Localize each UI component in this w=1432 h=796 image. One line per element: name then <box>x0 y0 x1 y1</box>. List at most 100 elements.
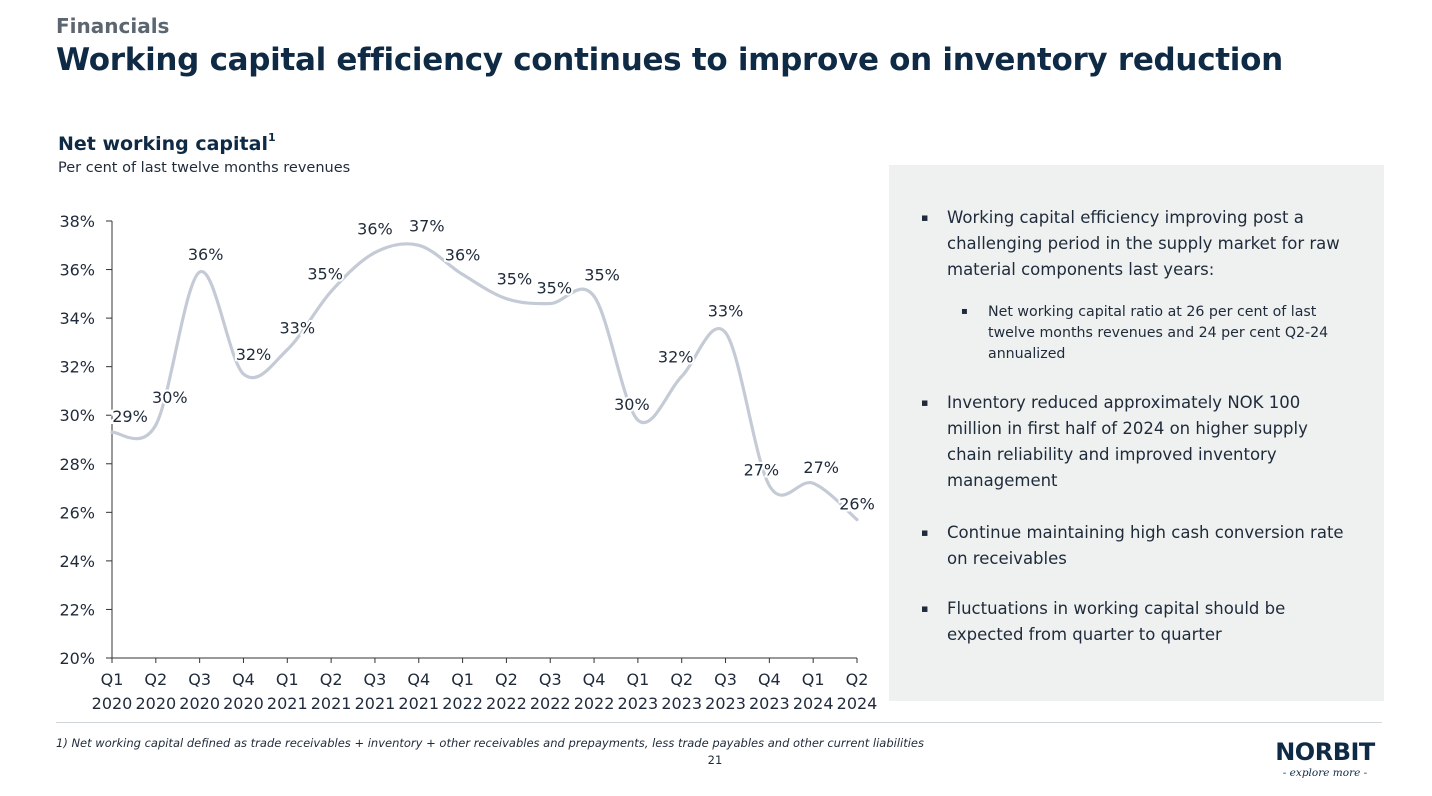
data-point <box>811 481 815 485</box>
bullet-marker-icon: ▪ <box>921 526 929 539</box>
x-tick-label-year: 2022 <box>530 694 571 713</box>
page-title: Working capital efficiency continues to … <box>56 42 1283 78</box>
x-tick-label-quarter: Q1 <box>101 670 124 689</box>
data-point <box>329 289 333 293</box>
bullet-marker-icon: ▪ <box>921 211 929 224</box>
logo-wordmark: NORBIT <box>1275 738 1375 766</box>
footnote-marker: 1 <box>267 131 276 144</box>
data-point <box>373 251 377 255</box>
data-point <box>636 418 640 422</box>
bullet-marker-icon: ▪ <box>921 602 929 615</box>
x-tick-label-year: 2021 <box>267 694 308 713</box>
data-label: 33% <box>280 319 316 338</box>
data-label: 27% <box>803 458 839 477</box>
data-label: 35% <box>497 270 533 289</box>
x-tick-label-quarter: Q3 <box>188 670 211 689</box>
x-tick-label-quarter: Q1 <box>802 670 825 689</box>
y-tick-label: 22% <box>59 600 95 619</box>
data-label: 32% <box>658 347 694 366</box>
y-tick-label: 28% <box>59 455 95 474</box>
data-point <box>680 374 684 378</box>
y-tick-label: 32% <box>59 358 95 377</box>
page-number: 21 <box>707 753 723 767</box>
data-label: 30% <box>152 388 188 407</box>
x-tick-label-quarter: Q2 <box>495 670 518 689</box>
x-tick-label-year: 2023 <box>618 694 659 713</box>
y-tick-label: 36% <box>59 261 95 280</box>
data-label: 36% <box>445 245 481 264</box>
y-tick-label: 20% <box>59 649 95 668</box>
sub-bullet-item: ▪ Net working capital ratio at 26 per ce… <box>961 302 1338 365</box>
x-tick-label-quarter: Q1 <box>276 670 299 689</box>
bullet-text: Continue maintaining high cash conversio… <box>947 523 1344 568</box>
x-tick-label-quarter: Q2 <box>846 670 869 689</box>
x-tick-label-quarter: Q4 <box>407 670 430 689</box>
y-tick-label: 30% <box>59 406 95 425</box>
data-label: 32% <box>236 345 272 364</box>
bullet-text: Working capital efficiency improving pos… <box>947 208 1340 279</box>
bullet-item: ▪ Fluctuations in working capital should… <box>921 596 1347 648</box>
data-label: 37% <box>409 216 445 235</box>
x-tick-label-quarter: Q2 <box>144 670 167 689</box>
bullet-item: ▪ Inventory reduced approximately NOK 10… <box>921 390 1347 494</box>
data-point <box>110 430 114 434</box>
x-tick-label-quarter: Q1 <box>451 670 474 689</box>
x-tick-label-quarter: Q3 <box>364 670 387 689</box>
x-tick-label-quarter: Q4 <box>758 670 781 689</box>
x-tick-label-year: 2020 <box>92 694 133 713</box>
data-point <box>767 484 771 488</box>
x-tick-label-year: 2021 <box>398 694 439 713</box>
x-tick-label-year: 2023 <box>661 694 702 713</box>
data-point <box>548 302 552 306</box>
data-label: 36% <box>188 245 224 264</box>
x-tick-label-quarter: Q2 <box>670 670 693 689</box>
data-label: 33% <box>708 302 744 321</box>
x-tick-label-year: 2020 <box>135 694 176 713</box>
data-point <box>285 348 289 352</box>
x-tick-label-quarter: Q3 <box>539 670 562 689</box>
norbit-logo: NORBIT - explore more - <box>1270 738 1380 779</box>
chart-title-text: Net working capital <box>58 133 268 155</box>
data-label: 29% <box>112 407 148 426</box>
footnote: 1) Net working capital defined as trade … <box>56 736 925 750</box>
x-tick-label-year: 2021 <box>311 694 352 713</box>
x-tick-label-year: 2022 <box>574 694 615 713</box>
data-label: 30% <box>614 395 650 414</box>
chart-title: Net working capital1 <box>58 131 276 155</box>
x-tick-label-quarter: Q1 <box>626 670 649 689</box>
data-label: 35% <box>584 265 620 284</box>
data-label: 35% <box>536 279 572 298</box>
data-point <box>724 331 728 335</box>
bullet-text: Fluctuations in working capital should b… <box>947 599 1286 644</box>
y-tick-label: 24% <box>59 552 95 571</box>
data-point <box>504 297 508 301</box>
y-tick-label: 38% <box>59 212 95 231</box>
data-point <box>855 518 859 522</box>
data-label: 26% <box>839 495 875 514</box>
data-point <box>592 294 596 298</box>
bullet-item: ▪ Working capital efficiency improving p… <box>921 205 1347 283</box>
data-label: 35% <box>307 264 343 283</box>
x-tick-label-year: 2022 <box>442 694 483 713</box>
chart-subtitle: Per cent of last twelve months revenues <box>58 160 351 176</box>
section-label: Financials <box>56 14 170 38</box>
x-tick-label-year: 2023 <box>749 694 790 713</box>
x-tick-label-quarter: Q2 <box>320 670 343 689</box>
data-label: 36% <box>357 220 393 239</box>
data-point <box>154 423 158 427</box>
bullet-item: ▪ Continue maintaining high cash convers… <box>921 520 1347 572</box>
footer-divider <box>56 722 1382 723</box>
x-tick-label-quarter: Q4 <box>583 670 606 689</box>
x-tick-label-year: 2024 <box>837 694 878 713</box>
x-tick-label-year: 2021 <box>355 694 396 713</box>
x-tick-label-quarter: Q4 <box>232 670 255 689</box>
sub-bullet-marker-icon: ▪ <box>961 306 968 317</box>
data-point <box>198 270 202 274</box>
x-tick-label-year: 2023 <box>705 694 746 713</box>
data-label: 27% <box>744 461 780 480</box>
data-point <box>417 243 421 247</box>
y-tick-label: 34% <box>59 309 95 328</box>
data-point <box>461 272 465 276</box>
bullet-marker-icon: ▪ <box>921 396 929 409</box>
